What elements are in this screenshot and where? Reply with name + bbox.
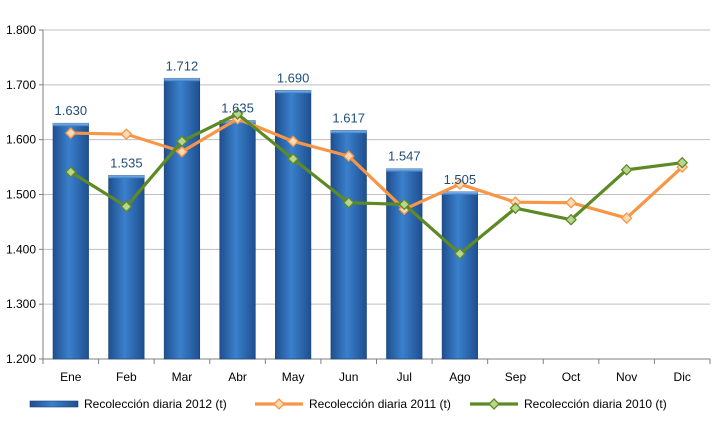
series-point xyxy=(620,163,633,176)
series-point xyxy=(565,213,577,226)
x-tick-label: Mar xyxy=(172,370,193,384)
series-point xyxy=(176,145,188,158)
series-point xyxy=(64,127,77,140)
bar-cap xyxy=(164,78,200,82)
x-tick-label: Sep xyxy=(505,370,527,384)
legend-label: Recolección diaria 2011 (t) xyxy=(309,397,451,411)
bar-data-label: 1.712 xyxy=(166,58,199,73)
bar xyxy=(441,191,478,360)
bar-cap xyxy=(330,130,367,134)
x-tick-label: Jul xyxy=(397,370,412,384)
bar-data-label: 1.547 xyxy=(388,149,421,164)
series-point xyxy=(453,247,466,260)
series-point xyxy=(565,196,577,209)
bar-data-label: 1.535 xyxy=(110,155,143,170)
series-line xyxy=(69,117,684,220)
legend-marker xyxy=(273,398,285,410)
bar xyxy=(163,77,201,360)
bar-data-label: 1.635 xyxy=(221,100,254,115)
series-point xyxy=(342,196,355,209)
axes: 1.200 1.300 1.400 1.500 1.600 1.700 1.800 Ene Fe… xyxy=(6,23,711,384)
legend-marker xyxy=(488,398,500,410)
bar-series-2012 xyxy=(52,77,478,360)
gridlines xyxy=(43,29,710,305)
bar-data-label: 1.630 xyxy=(55,103,88,118)
bar-cap xyxy=(53,123,89,127)
y-tick-label: 1.400 xyxy=(6,242,36,256)
x-tick-label: Jun xyxy=(339,370,358,384)
bar-data-label: 1.690 xyxy=(277,70,310,85)
y-tick-label: 1.300 xyxy=(6,297,36,311)
line-series xyxy=(64,107,689,260)
y-tick-label: 1.500 xyxy=(6,188,36,202)
bar xyxy=(52,122,89,360)
legend: Recolección diaria 2012 (t) Recolección d… xyxy=(29,397,667,411)
x-tick-label: Ago xyxy=(449,370,471,384)
bar-cap xyxy=(275,90,311,94)
y-tick-label: 1.600 xyxy=(6,133,36,147)
series-point xyxy=(342,150,355,163)
y-tick-label: 1.700 xyxy=(6,78,36,92)
series-point xyxy=(676,156,689,169)
bar-cap xyxy=(442,191,478,195)
series-point xyxy=(287,152,300,165)
series-point xyxy=(509,202,522,215)
series-point xyxy=(64,166,77,178)
bar-data-label: 1.505 xyxy=(444,172,477,187)
y-tick-label: 1.800 xyxy=(6,23,36,37)
x-tick-label: Feb xyxy=(116,370,137,384)
data-labels: 1.630 1.535 1.712 1.635 1.690 1.617 1.547 1.505 xyxy=(55,58,477,187)
series-point xyxy=(398,198,411,211)
legend-swatch xyxy=(29,400,79,408)
series-point xyxy=(231,107,244,120)
y-tick-label: 1.200 xyxy=(6,352,36,366)
bar-data-label: 1.617 xyxy=(332,110,365,125)
series-point xyxy=(453,178,466,191)
x-tick-label: Dic xyxy=(674,370,691,384)
series-point xyxy=(287,135,300,148)
series-point xyxy=(120,200,133,213)
bar xyxy=(219,120,256,360)
legend-label: Recolección diaria 2010 (t) xyxy=(524,397,667,411)
series-point xyxy=(176,135,188,148)
legend-label: Recolección diaria 2012 (t) xyxy=(84,397,227,411)
bar xyxy=(275,90,312,360)
series-point xyxy=(120,128,133,141)
x-tick-label: May xyxy=(282,370,305,384)
bar-cap xyxy=(108,175,145,179)
series-point xyxy=(620,212,633,224)
x-tick-label: Oct xyxy=(562,370,581,384)
x-tick-label: Abr xyxy=(228,370,247,384)
bar xyxy=(330,130,367,360)
x-tick-label: Nov xyxy=(616,370,637,384)
series-line xyxy=(69,112,684,256)
bar-cap xyxy=(386,168,423,172)
x-tick-label: Ene xyxy=(60,370,82,384)
